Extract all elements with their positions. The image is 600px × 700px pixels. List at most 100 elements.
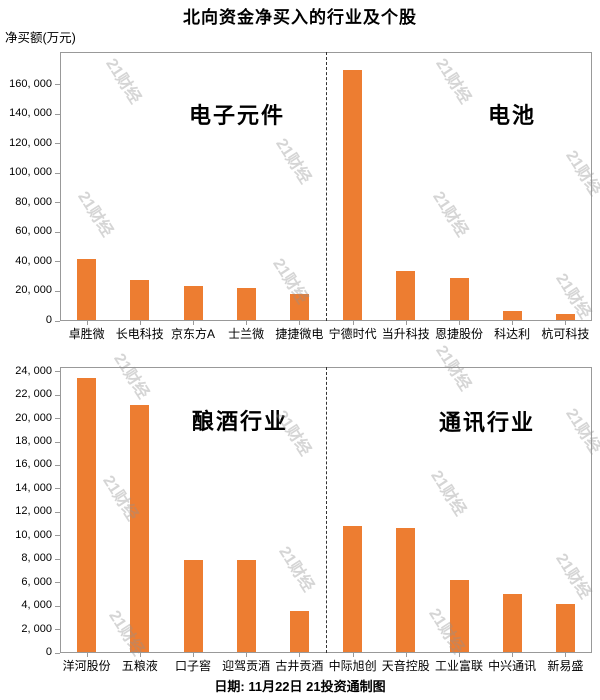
y-tick-mark bbox=[55, 290, 60, 292]
y-tick-label: 20, 000 bbox=[15, 284, 52, 297]
x-tick-mark bbox=[86, 321, 88, 325]
category-label: 五粮液 bbox=[121, 659, 158, 673]
y-tick-mark bbox=[55, 629, 60, 631]
x-tick-mark bbox=[86, 653, 88, 657]
y-tick-label: 10, 000 bbox=[15, 528, 52, 541]
y-tick-label: 6, 000 bbox=[21, 575, 52, 588]
y-tick-mark bbox=[55, 231, 60, 233]
bar-迎驾贡酒 bbox=[236, 560, 256, 652]
y-tick-label: 22, 000 bbox=[15, 388, 52, 401]
x-tick-mark bbox=[299, 321, 301, 325]
y-tick-label: 24, 000 bbox=[15, 364, 52, 377]
y-tick-label: 140, 000 bbox=[9, 107, 52, 120]
bar-杭可科技 bbox=[555, 313, 575, 320]
bar-科达利 bbox=[502, 311, 522, 320]
bar-中兴通讯 bbox=[502, 594, 522, 652]
category-label: 中兴通讯 bbox=[488, 659, 537, 673]
y-tick-mark bbox=[55, 652, 60, 654]
y-tick-mark bbox=[55, 535, 60, 537]
x-tick-mark bbox=[565, 653, 567, 657]
bar-恩捷股份 bbox=[449, 278, 469, 320]
bar-长电科技 bbox=[130, 280, 150, 320]
x-tick-mark bbox=[512, 321, 514, 325]
y-tick-label: 0 bbox=[45, 646, 52, 658]
category-label: 长电科技 bbox=[115, 327, 164, 341]
y-tick-mark bbox=[55, 143, 60, 145]
bar-新易盛 bbox=[555, 603, 575, 652]
y-tick-label: 120, 000 bbox=[9, 136, 52, 149]
y-tick-label: 20, 000 bbox=[15, 411, 52, 424]
bar-京东方A bbox=[183, 286, 203, 320]
bar-五粮液 bbox=[130, 404, 150, 652]
x-tick-mark bbox=[565, 321, 567, 325]
y-tick-label: 100, 000 bbox=[9, 166, 52, 179]
category-label: 卓胜微 bbox=[68, 327, 105, 341]
x-tick-mark bbox=[139, 653, 141, 657]
sector-label-通讯行业: 通讯行业 bbox=[438, 410, 536, 435]
category-label: 恩捷股份 bbox=[434, 327, 483, 341]
sector-label-电池: 电池 bbox=[487, 103, 537, 128]
x-tick-mark bbox=[459, 653, 460, 657]
y-tick-mark bbox=[55, 202, 60, 204]
category-label: 古井贡酒 bbox=[275, 659, 324, 673]
x-tick-mark bbox=[139, 321, 141, 325]
category-label: 新易盛 bbox=[547, 659, 584, 673]
bar-卓胜微 bbox=[77, 258, 97, 320]
bar-宁德时代 bbox=[343, 69, 363, 320]
category-label: 迎驾贡酒 bbox=[222, 659, 271, 673]
bar-士兰微 bbox=[236, 288, 256, 320]
bar-天音控股 bbox=[396, 527, 416, 652]
bar-当升科技 bbox=[396, 270, 416, 320]
y-tick-mark bbox=[55, 320, 60, 322]
y-tick-mark bbox=[55, 605, 60, 607]
category-label: 京东方A bbox=[170, 327, 215, 341]
y-tick-mark bbox=[55, 488, 60, 490]
x-tick-mark bbox=[512, 653, 514, 657]
x-tick-mark bbox=[459, 321, 460, 325]
y-tick-mark bbox=[55, 558, 60, 560]
category-label: 口子窖 bbox=[174, 659, 211, 673]
y-axis-unit-label: 净买额(万元) bbox=[5, 31, 76, 45]
category-label: 当升科技 bbox=[381, 327, 430, 341]
y-tick-mark bbox=[55, 418, 60, 420]
category-label: 士兰微 bbox=[228, 327, 265, 341]
x-tick-mark bbox=[246, 321, 248, 325]
y-tick-label: 80, 000 bbox=[15, 195, 52, 208]
category-label: 科达利 bbox=[494, 327, 531, 341]
category-label: 中际旭创 bbox=[328, 659, 377, 673]
y-tick-label: 8, 000 bbox=[21, 552, 52, 565]
category-label: 杭可科技 bbox=[541, 327, 590, 341]
y-tick-label: 60, 000 bbox=[15, 225, 52, 238]
bar-洋河股份 bbox=[77, 377, 97, 652]
y-tick-mark bbox=[55, 441, 60, 443]
category-label: 宁德时代 bbox=[328, 327, 377, 341]
y-tick-label: 160, 000 bbox=[9, 77, 52, 90]
y-tick-label: 4, 000 bbox=[21, 599, 52, 612]
footer-caption: 日期: 11月22日 21投资通制图 bbox=[214, 679, 386, 694]
y-tick-mark bbox=[55, 84, 60, 86]
bar-捷捷微电 bbox=[289, 294, 309, 320]
y-tick-mark bbox=[55, 582, 60, 584]
sector-divider bbox=[326, 367, 327, 653]
y-tick-label: 12, 000 bbox=[15, 505, 52, 518]
x-tick-mark bbox=[405, 653, 407, 657]
y-tick-mark bbox=[55, 371, 60, 373]
y-tick-mark bbox=[55, 511, 60, 513]
bar-古井贡酒 bbox=[289, 610, 309, 652]
y-tick-label: 16, 000 bbox=[15, 458, 52, 471]
x-tick-mark bbox=[246, 653, 248, 657]
bar-口子窖 bbox=[183, 560, 203, 652]
category-label: 洋河股份 bbox=[62, 659, 111, 673]
x-tick-mark bbox=[352, 321, 354, 325]
y-tick-mark bbox=[55, 464, 60, 466]
y-tick-label: 18, 000 bbox=[15, 435, 52, 448]
x-tick-mark bbox=[193, 653, 194, 657]
y-tick-mark bbox=[55, 113, 60, 115]
x-tick-mark bbox=[193, 321, 194, 325]
sector-divider bbox=[326, 52, 327, 321]
y-tick-mark bbox=[55, 172, 60, 174]
bar-工业富联 bbox=[449, 580, 469, 652]
x-tick-mark bbox=[299, 653, 301, 657]
y-tick-label: 14, 000 bbox=[15, 481, 52, 494]
